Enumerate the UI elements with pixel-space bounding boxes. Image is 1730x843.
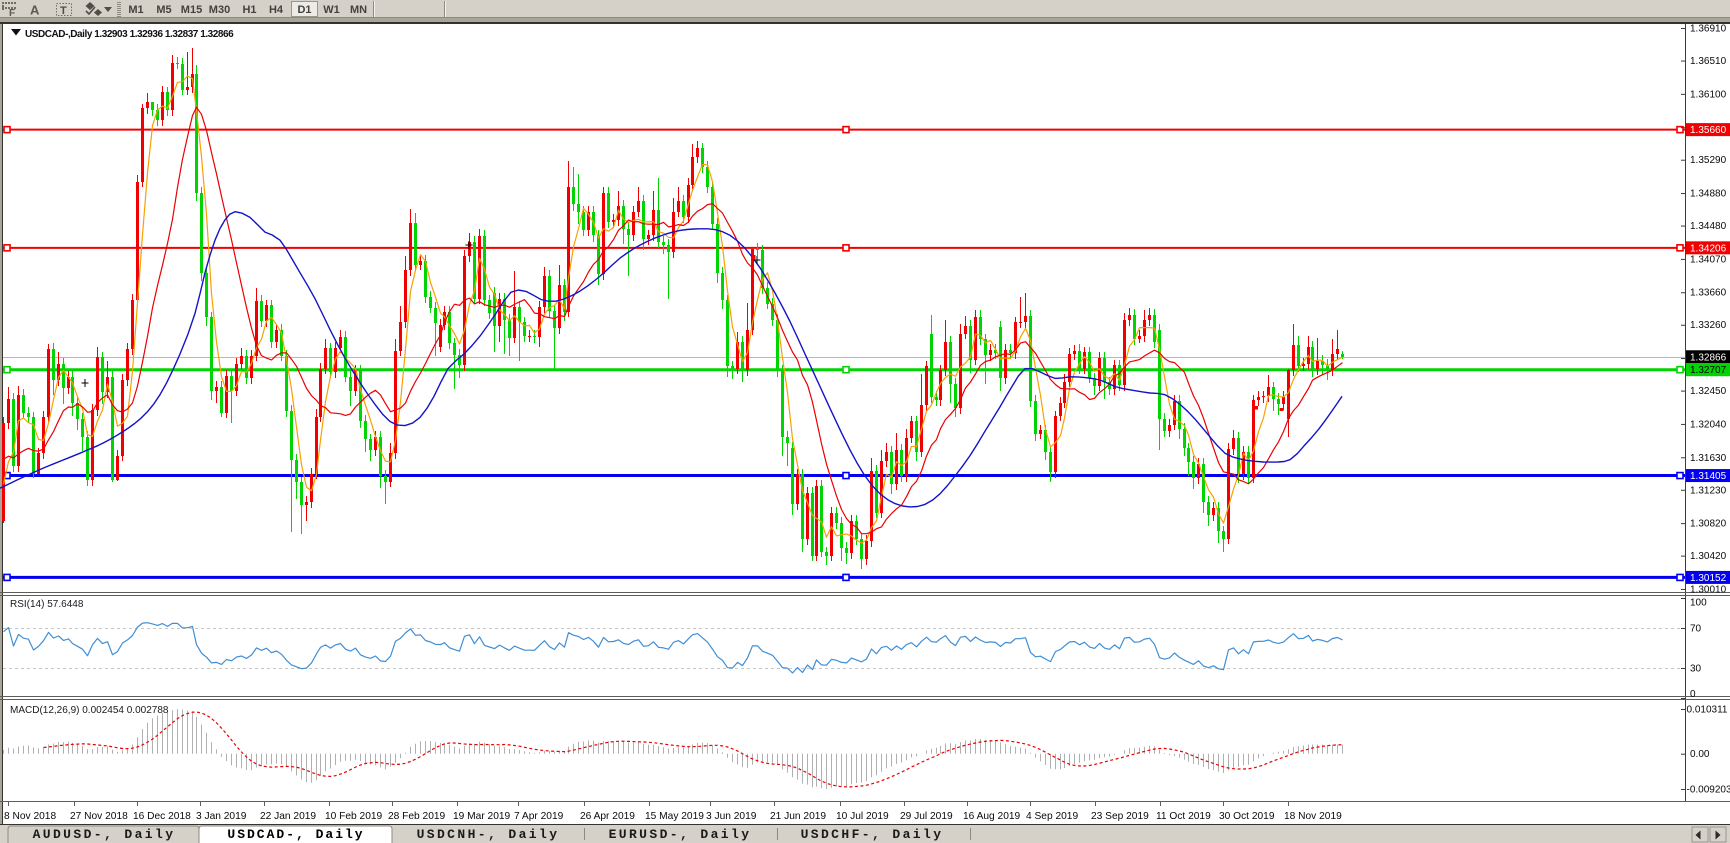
svg-text:1.31630: 1.31630 — [1690, 453, 1727, 464]
svg-text:28 Feb 2019: 28 Feb 2019 — [388, 811, 446, 822]
svg-text:1.32707: 1.32707 — [1690, 365, 1727, 376]
svg-text:0: 0 — [1690, 689, 1696, 700]
svg-text:30 Oct 2019: 30 Oct 2019 — [1219, 811, 1275, 822]
svg-text:USDCAD-,Daily 1.32903 1.32936: USDCAD-,Daily 1.32903 1.32936 1.32837 1.… — [25, 29, 234, 40]
svg-text:3 Jan 2019: 3 Jan 2019 — [196, 811, 247, 822]
svg-text:H4: H4 — [269, 4, 284, 16]
svg-text:D1: D1 — [297, 4, 311, 16]
svg-text:1.34206: 1.34206 — [1690, 243, 1727, 254]
svg-text:M30: M30 — [209, 4, 230, 16]
svg-text:1.34070: 1.34070 — [1690, 254, 1727, 265]
svg-text:1.30152: 1.30152 — [1690, 573, 1727, 584]
svg-text:4 Sep 2019: 4 Sep 2019 — [1026, 811, 1078, 822]
svg-text:F: F — [9, 8, 15, 19]
svg-text:100: 100 — [1690, 598, 1707, 609]
svg-text:MN: MN — [350, 4, 367, 16]
svg-text:1.36510: 1.36510 — [1690, 56, 1727, 67]
svg-text:11 Oct 2019: 11 Oct 2019 — [1156, 811, 1211, 822]
svg-text:1.36910: 1.36910 — [1690, 24, 1727, 35]
svg-text:16 Dec 2018: 16 Dec 2018 — [133, 811, 191, 822]
svg-text:1.31405: 1.31405 — [1690, 471, 1727, 482]
svg-text:0.00: 0.00 — [1690, 749, 1710, 760]
svg-text:H1: H1 — [242, 4, 256, 16]
svg-text:8 Nov 2018: 8 Nov 2018 — [4, 811, 56, 822]
svg-text:1.31230: 1.31230 — [1690, 485, 1727, 496]
svg-text:1.30010: 1.30010 — [1690, 584, 1727, 595]
svg-text:M1: M1 — [128, 4, 143, 16]
svg-text:1.35290: 1.35290 — [1690, 155, 1727, 166]
svg-text:0.010311: 0.010311 — [1687, 705, 1728, 716]
svg-text:1.34880: 1.34880 — [1690, 189, 1727, 200]
svg-text:MACD(12,26,9) 0.002454 0.00278: MACD(12,26,9) 0.002454 0.002788 — [10, 705, 169, 716]
svg-text:15 May 2019: 15 May 2019 — [645, 811, 704, 822]
svg-text:USDCHF-, Daily: USDCHF-, Daily — [801, 827, 944, 842]
svg-text:1.30420: 1.30420 — [1690, 551, 1727, 562]
svg-text:M5: M5 — [156, 4, 171, 16]
svg-text:RSI(14) 57.6448: RSI(14) 57.6448 — [10, 599, 84, 610]
svg-text:1.35660: 1.35660 — [1690, 125, 1727, 136]
svg-text:1.33260: 1.33260 — [1690, 320, 1727, 331]
svg-text:21 Jun 2019: 21 Jun 2019 — [770, 811, 826, 822]
svg-text:EURUSD-, Daily: EURUSD-, Daily — [609, 827, 752, 842]
svg-text:USDCNH-, Daily: USDCNH-, Daily — [417, 827, 560, 842]
svg-text:10 Jul 2019: 10 Jul 2019 — [836, 811, 889, 822]
svg-text:1.30820: 1.30820 — [1690, 519, 1727, 530]
svg-text:10 Feb 2019: 10 Feb 2019 — [325, 811, 383, 822]
svg-text:1.32040: 1.32040 — [1690, 419, 1727, 430]
svg-text:7 Apr 2019: 7 Apr 2019 — [514, 811, 564, 822]
svg-text:A: A — [30, 3, 40, 18]
svg-text:1.33660: 1.33660 — [1690, 288, 1727, 299]
svg-text:23 Sep 2019: 23 Sep 2019 — [1091, 811, 1149, 822]
svg-text:26 Apr 2019: 26 Apr 2019 — [580, 811, 635, 822]
svg-text:1.32450: 1.32450 — [1690, 386, 1727, 397]
svg-text:18 Nov 2019: 18 Nov 2019 — [1284, 811, 1342, 822]
svg-text:22 Jan 2019: 22 Jan 2019 — [260, 811, 316, 822]
svg-text:30: 30 — [1690, 664, 1702, 675]
svg-text:1.36100: 1.36100 — [1690, 89, 1727, 100]
svg-text:USDCAD-, Daily: USDCAD-, Daily — [227, 827, 364, 842]
svg-text:1.34480: 1.34480 — [1690, 221, 1727, 232]
svg-text:19 Mar 2019: 19 Mar 2019 — [453, 811, 511, 822]
svg-text:1.32866: 1.32866 — [1690, 352, 1727, 363]
svg-text:AUDUSD-, Daily: AUDUSD-, Daily — [33, 827, 176, 842]
svg-text:W1: W1 — [323, 4, 340, 16]
svg-text:T: T — [60, 5, 67, 17]
svg-text:3 Jun 2019: 3 Jun 2019 — [706, 811, 757, 822]
svg-text:16 Aug 2019: 16 Aug 2019 — [963, 811, 1021, 822]
svg-text:29 Jul 2019: 29 Jul 2019 — [900, 811, 953, 822]
svg-text:M15: M15 — [181, 4, 202, 16]
svg-text:70: 70 — [1690, 624, 1702, 635]
svg-text:27 Nov 2018: 27 Nov 2018 — [70, 811, 128, 822]
svg-text:-0.009203: -0.009203 — [1687, 785, 1730, 796]
